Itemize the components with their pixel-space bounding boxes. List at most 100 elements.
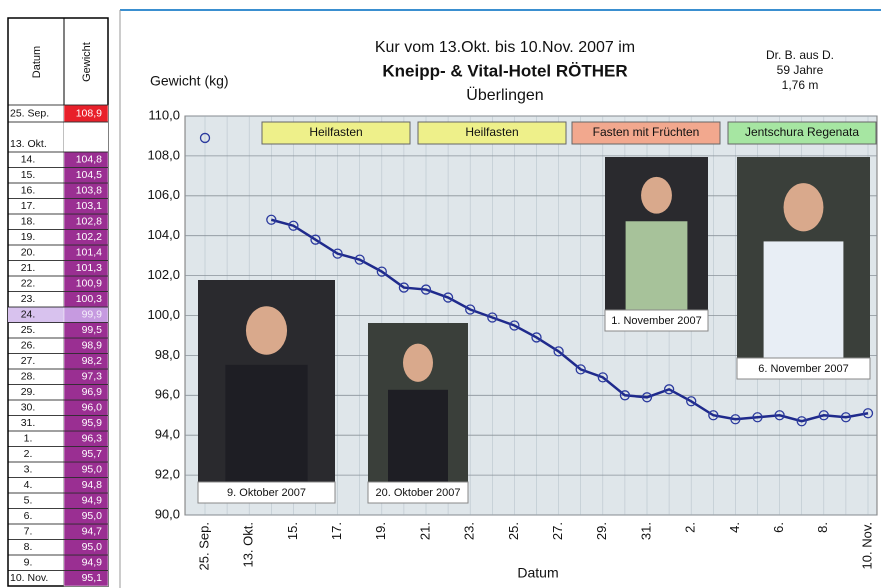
y-tick-label: 100,0 xyxy=(147,307,180,322)
chart-title: Kneipp- & Vital-Hotel RÖTHER xyxy=(382,61,627,80)
photo-person xyxy=(784,183,824,231)
table-date: 19. xyxy=(21,231,36,243)
table-date: 10. Nov. xyxy=(10,572,48,584)
table-date: 30. xyxy=(21,402,36,414)
x-tick-label: 8. xyxy=(815,522,830,533)
x-tick-label: 10. Nov. xyxy=(859,522,874,569)
table-date: 13. Okt. xyxy=(10,138,47,150)
chart-title: Kur vom 13.Okt. bis 10.Nov. 2007 im xyxy=(375,39,635,56)
y-tick-label: 96,0 xyxy=(155,387,180,402)
photo-person xyxy=(641,177,672,214)
table-date: 31. xyxy=(21,417,36,429)
table-weight: 108,9 xyxy=(76,107,102,119)
table-date: 24. xyxy=(21,309,36,321)
y-axis-label: Gewicht (kg) xyxy=(150,73,229,89)
table-weight: 99,9 xyxy=(82,309,103,321)
photo-caption: 9. Oktober 2007 xyxy=(227,487,306,499)
table-weight: 100,9 xyxy=(76,278,102,290)
y-tick-label: 92,0 xyxy=(155,467,180,482)
table-weight: 95,0 xyxy=(82,541,103,553)
info-text: 59 Jahre xyxy=(777,63,824,77)
table-weight: 104,5 xyxy=(76,169,102,181)
x-tick-label: 25. xyxy=(506,522,521,540)
table-weight: 104,8 xyxy=(76,154,102,166)
table-date: 5. xyxy=(24,495,33,507)
table-date: 3. xyxy=(24,464,33,476)
table-weight: 95,0 xyxy=(82,464,103,476)
table-date: 29. xyxy=(21,386,36,398)
x-tick-label: 15. xyxy=(285,522,300,540)
table-date: 1. xyxy=(24,433,33,445)
table-weight: 103,1 xyxy=(76,200,102,212)
photo-body xyxy=(626,221,688,310)
x-tick-label: 6. xyxy=(771,522,786,533)
table-weight: 99,5 xyxy=(82,324,103,336)
table-weight: 94,9 xyxy=(82,495,103,507)
period-label: Heilfasten xyxy=(309,125,362,139)
table-weight: 94,8 xyxy=(82,479,103,491)
period-label: Jentschura Regenata xyxy=(745,125,859,139)
table-row-highlight xyxy=(8,307,64,323)
table-date: 18. xyxy=(21,216,36,228)
x-tick-label: 17. xyxy=(329,522,344,540)
table-weight: 100,3 xyxy=(76,293,102,305)
table-header: Datum xyxy=(31,46,43,78)
table-weight: 94,9 xyxy=(82,557,103,569)
page: DatumGewicht25. Sep.108,913. Okt.14.104,… xyxy=(0,0,881,588)
table-date: 6. xyxy=(24,510,33,522)
x-tick-label: 21. xyxy=(417,522,432,540)
table-cell xyxy=(64,122,108,152)
table-date: 25. Sep. xyxy=(10,107,49,119)
x-tick-label: 13. Okt. xyxy=(241,522,256,568)
table-weight: 102,8 xyxy=(76,216,102,228)
info-text: 1,76 m xyxy=(782,78,819,92)
table-date: 7. xyxy=(24,526,33,538)
table-header: Gewicht xyxy=(81,42,93,82)
table-weight: 98,9 xyxy=(82,340,103,352)
y-tick-label: 108,0 xyxy=(147,147,180,162)
table-weight: 97,3 xyxy=(82,371,103,383)
y-tick-label: 90,0 xyxy=(155,506,180,521)
x-tick-label: 4. xyxy=(727,522,742,533)
table-weight: 96,3 xyxy=(82,433,103,445)
x-tick-label: 19. xyxy=(373,522,388,540)
table-weight: 102,2 xyxy=(76,231,102,243)
y-tick-label: 102,0 xyxy=(147,267,180,282)
table-date: 26. xyxy=(21,340,36,352)
table-weight: 101,4 xyxy=(76,247,102,259)
y-tick-label: 104,0 xyxy=(147,227,180,242)
table-date: 16. xyxy=(21,185,36,197)
photo-body xyxy=(764,241,844,358)
x-tick-label: 31. xyxy=(638,522,653,540)
x-tick-label: 27. xyxy=(550,522,565,540)
photo-person xyxy=(403,344,433,382)
table-date: 2. xyxy=(24,448,33,460)
photo-person xyxy=(246,306,287,354)
table-weight: 95,7 xyxy=(82,448,103,460)
table-weight: 103,8 xyxy=(76,185,102,197)
table-date: 28. xyxy=(21,371,36,383)
table-date: 27. xyxy=(21,355,36,367)
photo-caption: 1. November 2007 xyxy=(611,315,702,327)
y-tick-label: 106,0 xyxy=(147,187,180,202)
y-tick-label: 94,0 xyxy=(155,427,180,442)
photo-body xyxy=(388,390,448,482)
table-date: 9. xyxy=(24,557,33,569)
table-date: 15. xyxy=(21,169,36,181)
table-weight: 95,0 xyxy=(82,510,103,522)
y-tick-label: 98,0 xyxy=(155,347,180,362)
table-date: 21. xyxy=(21,262,36,274)
photo-caption: 20. Oktober 2007 xyxy=(375,487,460,499)
period-label: Heilfasten xyxy=(465,125,518,139)
table-weight: 95,9 xyxy=(82,417,103,429)
photo-body xyxy=(225,365,307,482)
table-weight: 96,0 xyxy=(82,402,103,414)
x-tick-label: 23. xyxy=(462,522,477,540)
y-tick-label: 110,0 xyxy=(148,107,180,122)
table-date: 22. xyxy=(21,278,36,290)
table-weight: 95,1 xyxy=(82,572,103,584)
x-tick-label: 2. xyxy=(683,522,698,533)
info-text: Dr. B. aus D. xyxy=(766,48,834,62)
x-axis-label: Datum xyxy=(517,565,558,581)
table-weight: 98,2 xyxy=(82,355,103,367)
